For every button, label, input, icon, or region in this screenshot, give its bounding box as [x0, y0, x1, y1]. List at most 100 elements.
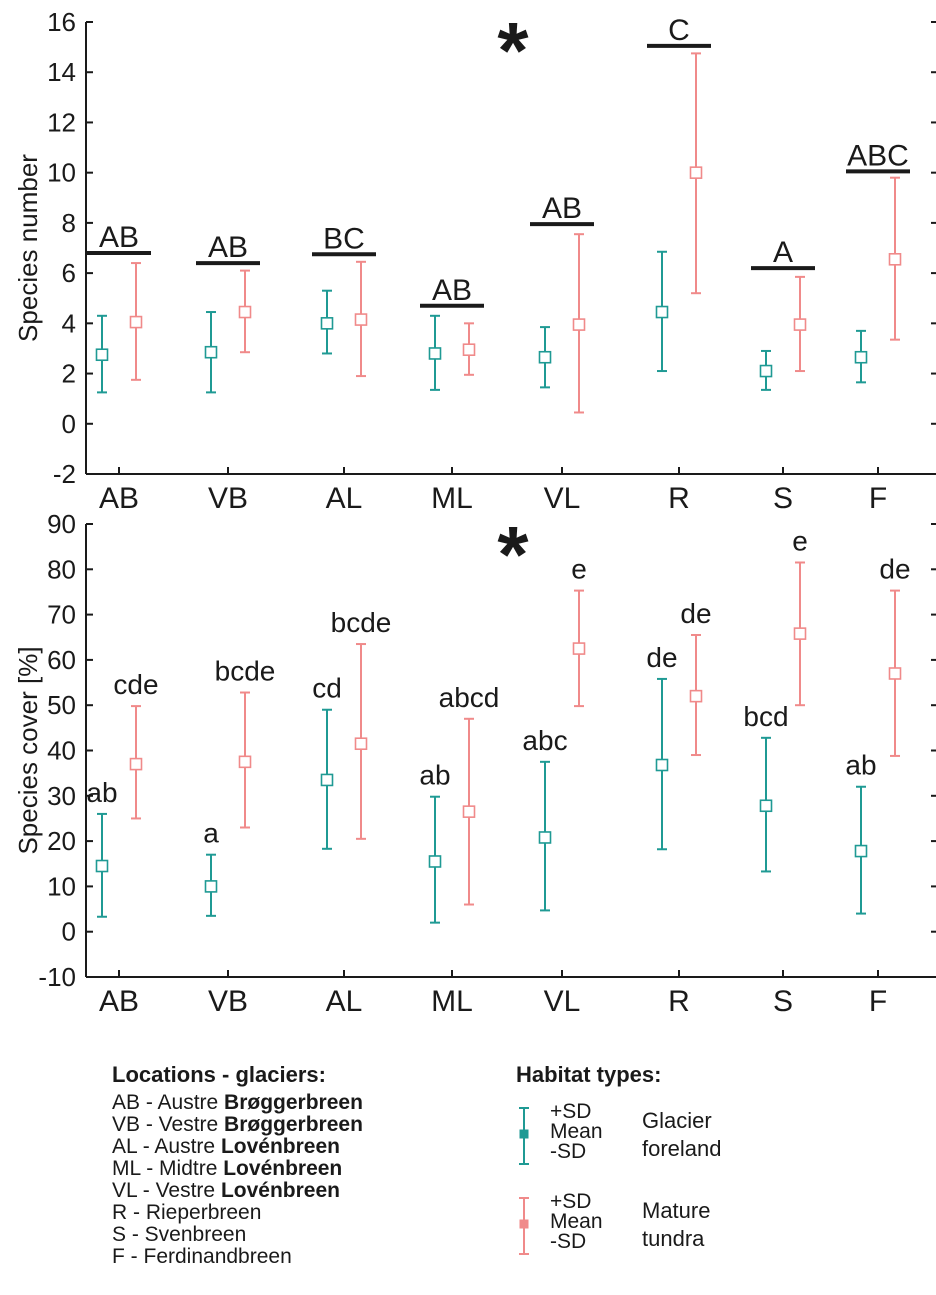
y-tick-label: -10: [38, 962, 76, 992]
y-tick-label: 80: [47, 554, 76, 584]
mean-marker: [428, 347, 442, 360]
location-item-s: S - Svenbreen: [112, 1224, 472, 1246]
location-item-bold: Brøggerbreen: [224, 1091, 363, 1114]
habitat-name-line2: tundra: [642, 1226, 705, 1251]
y-tick-label: 60: [47, 645, 76, 675]
y-tick-label: 8: [62, 208, 76, 238]
location-item-text: S - Svenbreen: [112, 1223, 247, 1246]
habitat-item-mature-tundra: +SD Mean -SD Mature tundra: [516, 1190, 776, 1282]
location-item-al: AL - Austre Lovénbreen: [112, 1136, 472, 1158]
species-cover-chart: -10 0 10 20 30 40 50 60 70 80 90 Species cover [%] A…: [13, 509, 936, 1018]
y-tick-label: 30: [47, 781, 76, 811]
location-item-bold: Brøggerbreen: [224, 1113, 363, 1136]
series-glacier-foreland: [95, 250, 868, 394]
significance-letter: abc: [522, 725, 567, 756]
y-axis-label: Species cover [%]: [13, 646, 43, 854]
significance-letter: abcd: [439, 682, 500, 713]
significance-letter: a: [203, 818, 219, 849]
mean-marker: [793, 627, 807, 640]
significance-letter: e: [792, 526, 808, 557]
mean-marker: [354, 313, 368, 326]
locations-legend: Locations - glaciers: AB - Austre Brøgge…: [112, 1062, 472, 1268]
plus-sd-label: +SD: [550, 1190, 592, 1213]
y-tick-label: 10: [47, 158, 76, 188]
y-tick-label: 90: [47, 509, 76, 539]
significance-letter: ab: [419, 760, 450, 791]
location-item-text: AL - Austre: [112, 1135, 221, 1158]
y-tick-label: 70: [47, 600, 76, 630]
location-item-text: VL - Vestre: [112, 1179, 221, 1202]
mean-marker: [854, 844, 868, 858]
mean-marker: [462, 343, 476, 357]
significance-letter: cde: [113, 669, 158, 700]
location-item-vb: VB - Vestre Brøggerbreen: [112, 1114, 472, 1136]
mean-marker: [428, 855, 442, 868]
mean-marker: [572, 642, 586, 655]
location-item-r: R - Rieperbreen: [112, 1202, 472, 1224]
significance-letter: de: [879, 554, 910, 585]
minus-sd-label: -SD: [550, 1140, 587, 1163]
y-tick-label: 50: [47, 690, 76, 720]
location-item-ml: ML - Midtre Lovénbreen: [112, 1158, 472, 1180]
mean-label: Mean: [550, 1120, 603, 1143]
plus-sd-label: +SD: [550, 1100, 592, 1123]
mean-marker: [689, 689, 703, 703]
errorbar-symbol-icon: [519, 1197, 529, 1255]
mean-marker: [759, 364, 773, 378]
y-tick-label: 12: [47, 107, 76, 137]
mean-marker: [129, 315, 143, 329]
location-item-text: VB - Vestre: [112, 1113, 225, 1136]
mean-marker: [238, 305, 252, 319]
habitat-name-line1: Glacier: [642, 1108, 712, 1133]
mean-marker: [759, 799, 773, 813]
mean-marker: [462, 805, 476, 818]
significance-letter: ab: [845, 750, 876, 781]
habitat-name-line1: Mature: [642, 1198, 711, 1223]
mean-marker: [538, 831, 552, 844]
location-item-ab: AB - Austre Brøggerbreen: [112, 1092, 472, 1114]
location-item-bold: Lovénbreen: [220, 1179, 340, 1202]
mean-marker: [204, 345, 218, 359]
group-label: ABC: [847, 139, 909, 172]
x-tick-label: VL: [544, 985, 581, 1018]
y-tick-label: 20: [47, 826, 76, 856]
x-tick-label: F: [869, 985, 887, 1018]
y-tick-label: 6: [62, 258, 76, 288]
y-tick-label: 4: [62, 308, 76, 338]
x-tick-label: AB: [99, 482, 139, 515]
habitat-legend-title: Habitat types:: [516, 1062, 662, 1087]
significance-asterisk: *: [497, 510, 529, 599]
locations-legend-title: Locations - glaciers:: [112, 1062, 326, 1087]
mean-marker: [320, 773, 334, 787]
significance-asterisk: *: [497, 6, 529, 95]
location-item-text: ML - Midtre: [112, 1157, 224, 1180]
significance-letter: bcd: [743, 701, 788, 732]
mean-marker: [238, 755, 252, 769]
y-tick-label: 40: [47, 736, 76, 766]
mean-marker: [689, 166, 703, 179]
location-item-text: R - Rieperbreen: [112, 1201, 262, 1224]
significance-letter: cd: [312, 673, 342, 704]
locations-list: AB - Austre Brøggerbreen VB - Vestre Brø…: [112, 1092, 472, 1268]
mean-label: Mean: [550, 1210, 603, 1233]
significance-letter: bcde: [215, 656, 276, 687]
group-label: C: [668, 14, 690, 47]
x-tick-label: AB: [99, 985, 139, 1018]
y-tick-label: -2: [53, 459, 76, 489]
location-item-bold: Lovénbreen: [220, 1135, 340, 1158]
significance-letter: de: [646, 642, 677, 673]
x-tick-label: AL: [326, 482, 363, 515]
x-tick-label: S: [773, 985, 793, 1018]
mean-marker: [854, 350, 868, 364]
group-label: A: [773, 236, 793, 269]
mean-marker: [888, 667, 902, 680]
group-label: AB: [542, 192, 582, 225]
habitat-name-line2: foreland: [642, 1136, 722, 1161]
x-tick-label: S: [773, 482, 793, 515]
x-tick-label: ML: [431, 985, 473, 1018]
mean-marker: [655, 758, 669, 772]
location-item-text: AB - Austre: [112, 1091, 225, 1114]
location-item-f: F - Ferdinandbreen: [112, 1246, 472, 1268]
mean-marker: [95, 348, 109, 362]
group-label: AB: [99, 221, 139, 254]
